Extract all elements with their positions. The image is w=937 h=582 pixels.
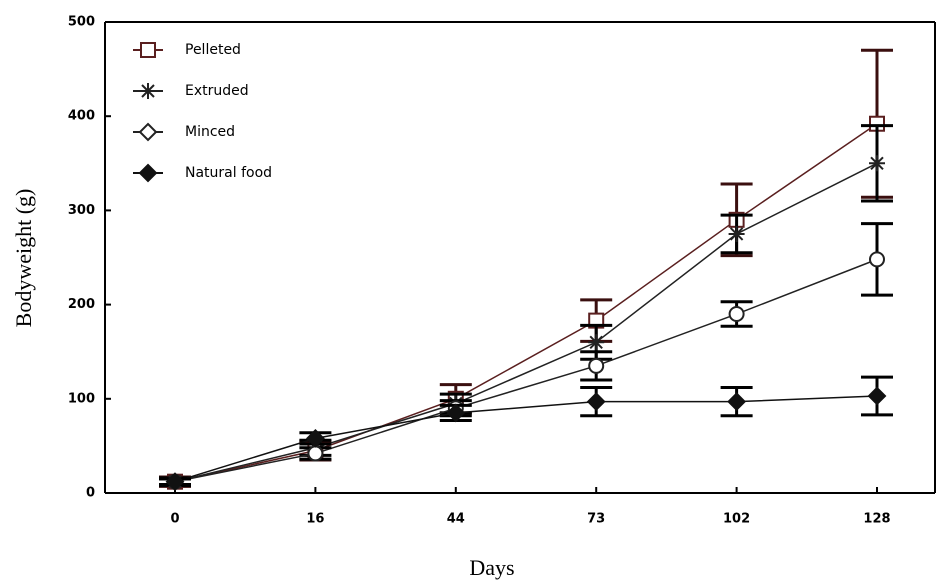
y-tick-label: 500 — [68, 15, 95, 30]
marker — [588, 357, 605, 374]
y-tick-label: 400 — [68, 109, 95, 124]
legend-label: Natural food — [185, 165, 272, 181]
marker — [140, 42, 156, 58]
marker — [138, 122, 158, 142]
marker — [446, 403, 466, 423]
marker — [586, 392, 606, 412]
marker — [307, 445, 324, 462]
x-axis-label: Days — [469, 555, 514, 580]
y-tick-label: 100 — [68, 391, 95, 406]
series — [159, 222, 893, 490]
series-line — [174, 162, 878, 483]
marker — [728, 225, 745, 242]
y-tick-label: 200 — [68, 297, 95, 312]
marker — [588, 334, 605, 351]
y-axis-label: Bodyweight (g) — [11, 189, 36, 328]
marker — [165, 472, 185, 492]
marker — [727, 392, 747, 412]
legend-label: Pelleted — [185, 42, 241, 58]
marker — [869, 251, 885, 268]
x-tick-label: 16 — [306, 512, 324, 527]
x-tick-label: 0 — [170, 512, 179, 527]
series-line — [174, 123, 878, 483]
series — [159, 48, 893, 490]
x-tick-label: 73 — [587, 512, 605, 527]
x-tick-label: 128 — [863, 512, 890, 527]
marker — [140, 83, 156, 99]
series — [159, 124, 893, 490]
series-line — [174, 395, 878, 483]
marker — [728, 306, 745, 323]
x-tick-label: 44 — [447, 512, 465, 527]
legend-label: Extruded — [185, 83, 249, 99]
marker — [305, 428, 325, 448]
x-tick-label: 102 — [723, 512, 750, 527]
y-tick-label: 300 — [68, 203, 95, 218]
marker — [138, 163, 158, 183]
series-line — [174, 258, 878, 483]
series — [159, 375, 893, 492]
legend-label: Minced — [185, 124, 235, 140]
marker — [867, 386, 887, 406]
y-tick-label: 0 — [86, 486, 95, 501]
marker — [869, 155, 885, 172]
